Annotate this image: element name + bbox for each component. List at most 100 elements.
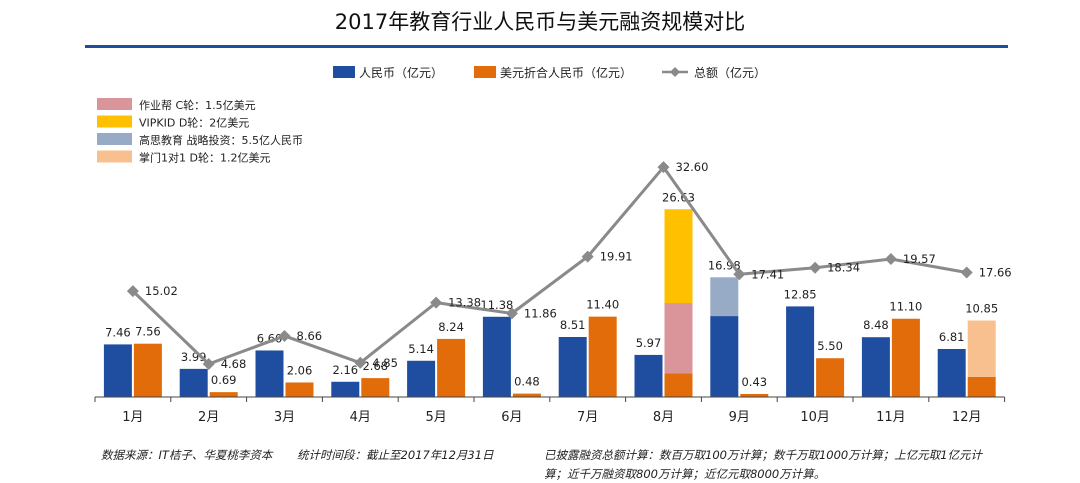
bar-usd-6 bbox=[512, 393, 541, 397]
label-usd-3: 2.06 bbox=[287, 363, 313, 377]
bar-usd-highlight-8-2 bbox=[664, 209, 693, 304]
total-label-11: 19.57 bbox=[903, 252, 936, 266]
legend-label-usd: 美元折合人民币（亿元） bbox=[500, 65, 632, 80]
total-point-3 bbox=[278, 329, 291, 342]
bar-usd-highlight-8-1 bbox=[664, 303, 693, 374]
bar-rmb-5 bbox=[407, 360, 436, 397]
title-underline bbox=[85, 45, 1008, 48]
total-point-12 bbox=[960, 266, 973, 279]
label-rmb-2: 3.99 bbox=[181, 350, 207, 364]
bar-usd-12 bbox=[967, 376, 996, 397]
bar-usd-highlight-12-1 bbox=[967, 320, 996, 377]
total-point-4 bbox=[354, 356, 367, 369]
total-label-12: 17.66 bbox=[979, 265, 1012, 279]
bar-usd-10 bbox=[816, 358, 845, 397]
total-point-5 bbox=[430, 296, 443, 309]
bar-usd-8 bbox=[664, 373, 693, 397]
x-tick-label-1: 1月 bbox=[122, 410, 143, 425]
label-rmb-6: 11.38 bbox=[480, 298, 513, 312]
label-usd-11: 11.10 bbox=[889, 300, 922, 314]
annotation-label-4: 掌门1对1 D轮：1.2亿美元 bbox=[139, 151, 270, 165]
footer-note-line2: 算；近千万融资取800万计算；近亿元取8000万计算。 bbox=[544, 467, 826, 481]
chart-title: 2017年教育行业人民币与美元融资规模对比 bbox=[334, 10, 746, 34]
total-point-6 bbox=[505, 307, 518, 320]
total-label-8: 32.60 bbox=[676, 160, 709, 174]
label-rmb-4: 2.16 bbox=[332, 363, 358, 377]
label-usd-4: 2.68 bbox=[362, 359, 388, 373]
label-rmb-1: 7.46 bbox=[105, 325, 131, 339]
bar-usd-5 bbox=[437, 338, 466, 397]
label-rmb-7: 8.51 bbox=[560, 318, 586, 332]
total-label-2: 4.68 bbox=[221, 357, 247, 371]
total-point-11 bbox=[884, 253, 897, 266]
x-tick-label-11: 11月 bbox=[876, 410, 906, 425]
x-tick-label-10: 10月 bbox=[800, 410, 830, 425]
bar-rmb-9 bbox=[710, 316, 739, 397]
label-rmb-3: 6.60 bbox=[257, 331, 283, 345]
footer-period: 统计时间段：截止至2017年12月31日 bbox=[297, 448, 494, 462]
bar-rmb-12 bbox=[937, 348, 966, 397]
annotation-swatch-2 bbox=[97, 115, 132, 128]
label-usd-6: 0.48 bbox=[514, 375, 540, 389]
bar-usd-4 bbox=[361, 378, 390, 397]
x-tick-label-6: 6月 bbox=[501, 410, 522, 425]
label-rmb-11: 8.48 bbox=[863, 318, 889, 332]
total-label-9: 17.41 bbox=[751, 267, 784, 281]
bar-rmb-4 bbox=[331, 381, 360, 397]
annotation-label-3: 高思教育 战略投资：5.5亿人民币 bbox=[139, 133, 303, 147]
label-usd-5: 8.24 bbox=[438, 320, 464, 334]
x-tick-label-4: 4月 bbox=[350, 410, 371, 425]
annotation-label-2: VIPKID D轮：2亿美元 bbox=[139, 116, 249, 130]
legend-swatch-rmb bbox=[333, 66, 355, 78]
label-rmb-5: 5.14 bbox=[408, 342, 434, 356]
total-label-7: 19.91 bbox=[600, 250, 633, 264]
total-point-9 bbox=[733, 268, 746, 281]
total-point-1 bbox=[126, 285, 139, 298]
label-rmb-12: 6.81 bbox=[939, 330, 965, 344]
label-usd-7: 11.40 bbox=[586, 298, 619, 312]
total-point-7 bbox=[581, 250, 594, 263]
bar-rmb-2 bbox=[179, 368, 208, 397]
annotation-swatch-3 bbox=[97, 133, 132, 145]
total-label-10: 18.34 bbox=[827, 261, 860, 275]
label-rmb-10: 12.85 bbox=[784, 287, 817, 301]
total-label-6: 11.86 bbox=[524, 306, 557, 320]
annotation-label-1: 作业帮 C轮：1.5亿美元 bbox=[139, 98, 256, 112]
x-tick-label-3: 3月 bbox=[274, 410, 295, 425]
bar-rmb-11 bbox=[861, 337, 890, 397]
total-label-1: 15.02 bbox=[145, 284, 178, 298]
label-usd-10: 5.50 bbox=[817, 339, 843, 353]
annotation-swatch-1 bbox=[97, 98, 132, 110]
label-rmb-9: 16.98 bbox=[708, 258, 741, 272]
bar-usd-9 bbox=[740, 393, 769, 397]
x-tick-label-7: 7月 bbox=[577, 410, 598, 425]
bar-usd-3 bbox=[285, 382, 314, 397]
label-rmb-8: 5.97 bbox=[636, 336, 662, 350]
label-usd-12: 10.85 bbox=[965, 302, 998, 316]
bar-rmb-3 bbox=[255, 350, 284, 397]
annotation-swatch-4 bbox=[97, 150, 132, 163]
bar-rmb-7 bbox=[558, 337, 587, 397]
legend-swatch-usd bbox=[474, 66, 496, 78]
bar-usd-7 bbox=[588, 316, 617, 397]
x-tick-label-2: 2月 bbox=[198, 410, 219, 425]
bar-rmb-highlight-9-1 bbox=[710, 277, 739, 317]
total-label-3: 8.66 bbox=[297, 329, 323, 343]
bar-usd-2 bbox=[209, 392, 238, 397]
bar-rmb-1 bbox=[103, 344, 132, 397]
legend-label-rmb: 人民币（亿元） bbox=[359, 65, 443, 80]
footer-note-line1: 已披露融资总额计算：数百万取100万计算；数千万取1000万计算；上亿元取1亿元… bbox=[544, 448, 983, 462]
total-point-8 bbox=[657, 161, 670, 174]
total-line bbox=[131, 165, 967, 366]
x-tick-label-8: 8月 bbox=[653, 410, 674, 425]
legend-marker-total bbox=[670, 67, 680, 77]
bar-rmb-6 bbox=[482, 316, 511, 397]
label-usd-9: 0.43 bbox=[741, 375, 767, 389]
x-tick-label-5: 5月 bbox=[425, 410, 446, 425]
total-point-2 bbox=[202, 358, 215, 371]
total-label-5: 13.38 bbox=[448, 296, 481, 310]
bar-usd-1 bbox=[133, 343, 162, 397]
bar-rmb-10 bbox=[786, 306, 815, 397]
total-label-4: 4.85 bbox=[372, 356, 398, 370]
